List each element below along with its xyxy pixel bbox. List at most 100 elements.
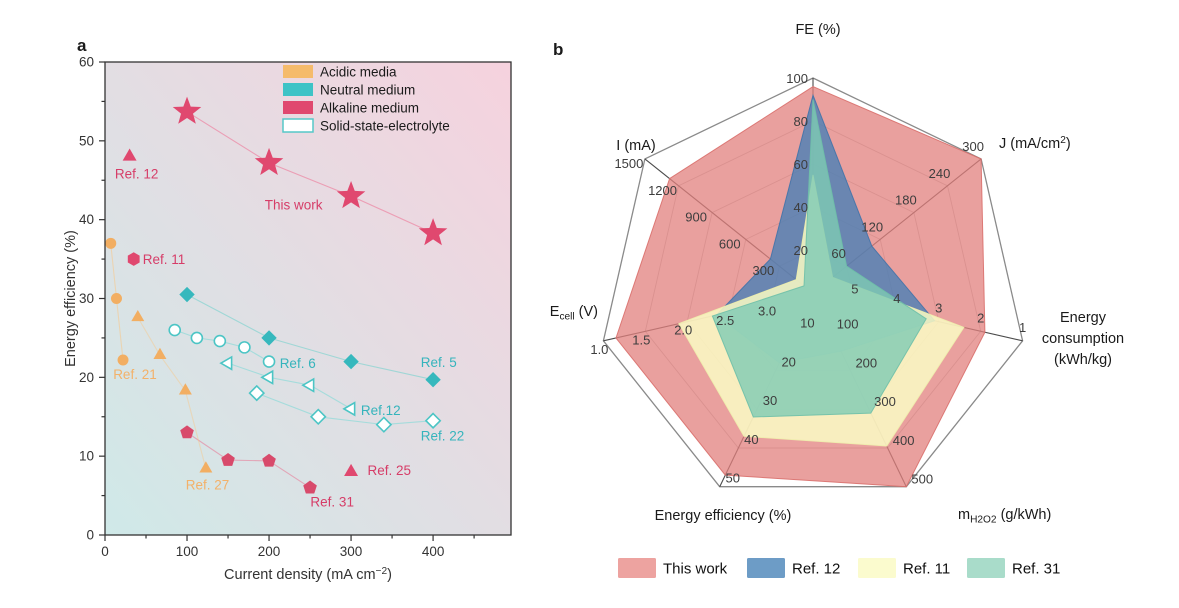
radar-tick-label: 40: [744, 432, 758, 447]
legend-label: Solid-state-electrolyte: [320, 119, 450, 134]
radar-tick-label: 10: [800, 316, 814, 331]
radar-tick-label: 30: [763, 393, 777, 408]
marker-circle: [168, 323, 182, 337]
plot-background: [105, 62, 511, 535]
radar-axis-title-ec: (kWh/kg): [1054, 352, 1112, 368]
annotation-ref-5: Ref. 5: [421, 355, 457, 370]
annotation-ref-6: Ref. 6: [280, 356, 316, 371]
radar-tick-label: 2.0: [674, 323, 692, 338]
x-tick-label: 400: [422, 544, 445, 559]
series-ref-12: [122, 148, 137, 161]
series-ref-6: [168, 323, 276, 368]
radar-tick-label: 4: [893, 291, 900, 306]
series-line: [186, 111, 434, 234]
radar-series-ref-31: [711, 99, 927, 418]
legend-swatch: [747, 558, 785, 578]
series-line: [186, 294, 434, 381]
series-line: [227, 362, 352, 410]
marker-hexagon: [127, 252, 140, 266]
y-tick-label: 60: [79, 55, 94, 70]
series-ref-11: [127, 252, 140, 266]
marker-diamond: [343, 353, 359, 370]
series-ref-5: [179, 286, 441, 388]
marker-triangle_left: [301, 377, 315, 393]
panel-a-label: a: [77, 36, 87, 55]
marker-pentagon: [262, 453, 276, 467]
marker-pentagon: [303, 480, 317, 494]
marker-star: [254, 147, 284, 176]
radar-axis-title-ecell: Ecell (V): [550, 304, 598, 323]
series-ref-25: [344, 463, 359, 476]
radar-grid-ring: [602, 77, 1024, 488]
radar-tick-label: 1500: [614, 156, 643, 171]
annotation-ref-22: Ref. 22: [421, 428, 465, 443]
marker-diamond: [375, 416, 393, 433]
series-line: [186, 432, 311, 489]
series-ref-12-sse-: [219, 355, 356, 417]
radar-axis-title-ee: Energy efficiency (%): [655, 508, 792, 524]
annotation-ref-11: Ref. 11: [143, 252, 186, 267]
marker-circle: [213, 334, 227, 348]
x-tick-label: 300: [340, 544, 363, 559]
legend-swatch: [858, 558, 896, 578]
marker-diamond: [248, 384, 266, 402]
radar-axis-title-j: J (mA/cm2): [999, 135, 1071, 152]
marker-circle: [105, 237, 117, 249]
marker-circle: [110, 293, 122, 304]
annotation-ref-12: Ref.12: [361, 403, 401, 418]
marker-pentagon: [221, 452, 235, 466]
radar-tick-label: 300: [874, 394, 896, 409]
marker-star: [336, 181, 366, 209]
radar-tick-label: 2: [977, 310, 984, 325]
scatter-plot-panel-a: 0 100 200 300 400 0 10 20 30 40 50 60 Current densit…: [63, 55, 512, 583]
legend-swatch: [618, 558, 656, 578]
series-line: [256, 392, 434, 426]
legend-panel-a: Acidic media Neutral medium Alkaline mediu…: [282, 65, 450, 134]
radar-axis-title-m: mH2O2 (g/kWh): [958, 507, 1051, 526]
marker-circle: [238, 341, 251, 354]
radar-tick-label: 2.5: [716, 313, 734, 328]
legend-label: Acidic media: [320, 65, 397, 80]
marker-diamond: [179, 286, 195, 303]
marker-diamond: [261, 330, 277, 346]
marker-circle: [117, 354, 129, 366]
panel-b-label: b: [553, 40, 564, 59]
y-tick-label: 0: [86, 528, 94, 543]
annotation-this-work: This work: [265, 197, 323, 212]
series-ref-27: [131, 309, 213, 473]
radar-tick-label: 180: [895, 193, 917, 208]
marker-triangle: [178, 383, 192, 395]
radar-tick-label: 300: [962, 139, 984, 154]
series-ref-22: [248, 384, 442, 433]
radar-tick-label: 900: [685, 210, 707, 225]
radar-tick-label: 5: [851, 282, 858, 297]
legend-swatch: [283, 65, 313, 78]
marker-diamond: [309, 408, 327, 426]
marker-triangle: [199, 461, 213, 473]
radar-tick-label: 120: [861, 219, 883, 234]
marker-triangle: [122, 148, 137, 161]
marker-star: [172, 96, 202, 124]
radar-tick-label: 1.0: [590, 342, 608, 357]
legend-label: Ref. 31: [1012, 561, 1060, 578]
radar-axis-title-i: I (mA): [616, 138, 655, 154]
series-line: [137, 317, 207, 469]
radar-tick-label: 60: [794, 157, 808, 172]
x-axis-title: Current density (mA cm−2): [224, 566, 392, 583]
radar-tick-label: 600: [719, 236, 741, 251]
series-this-work: [172, 96, 448, 246]
radar-tick-label: 500: [911, 472, 933, 487]
legend-swatch: [282, 118, 314, 133]
radar-tick-label: 100: [786, 71, 808, 86]
radar-tick-label: 240: [929, 166, 951, 181]
radar-chart-panel-b: 20 40 60 80 100 60 120 180 240 300 5 4 3 2 1 100 200 300 4…: [550, 22, 1124, 578]
x-tick-label: 100: [176, 544, 199, 559]
y-tick-label: 40: [79, 212, 94, 227]
radar-tick-label: 20: [781, 354, 795, 369]
x-tick-label: 0: [101, 544, 109, 559]
radar-tick-label: 100: [837, 317, 859, 332]
radar-tick-label: 1: [1019, 320, 1026, 335]
y-tick-label: 50: [79, 133, 94, 148]
legend-label: Ref. 11: [903, 561, 950, 578]
